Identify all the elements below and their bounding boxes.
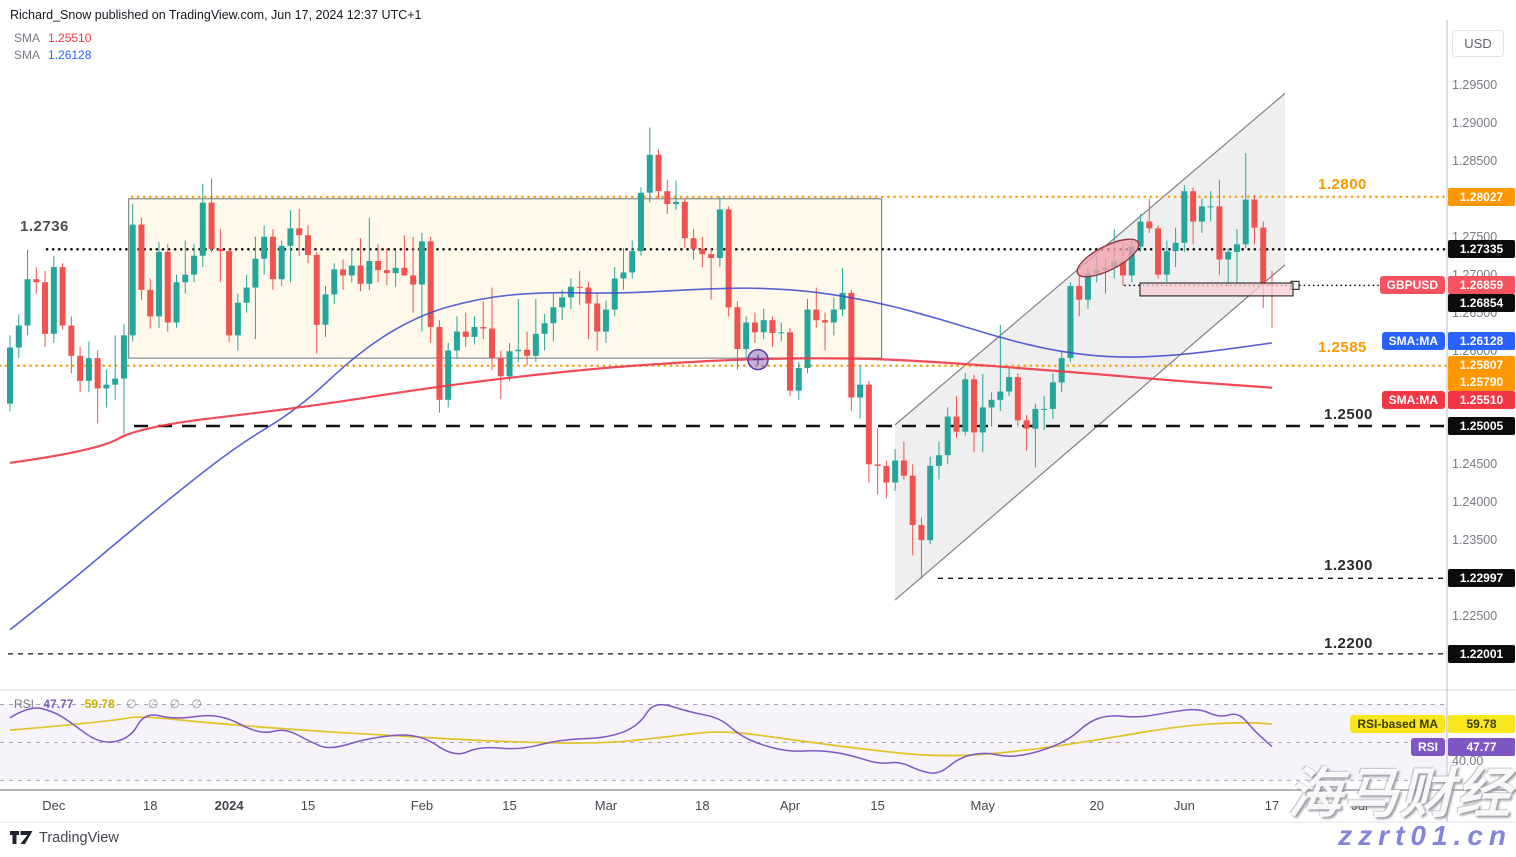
price-axis-label: 1.25807 [1448, 356, 1515, 375]
price-level-annotation: 1.2736 [20, 218, 69, 236]
candles-layer [7, 127, 1275, 579]
time-tick: 18 [142, 798, 158, 813]
rsi-curves-layer [9, 703, 1273, 774]
rsi-legend[interactable]: RSI 47.77 59.78 ∅ ∅ ∅ ∅ [14, 697, 206, 711]
price-axis-label: 1.25005 [1448, 417, 1515, 435]
price-axis-label: 1.22001 [1448, 644, 1515, 663]
time-tick: 18 [695, 798, 710, 813]
time-tick: Mar [594, 798, 618, 813]
time-tick: 15 [300, 798, 316, 813]
axis-frame-layer [0, 20, 1516, 823]
publish-attribution: Richard_Snow published on TradingView.co… [10, 8, 422, 22]
price-level-annotation: 1.2585 [1318, 338, 1367, 356]
tradingview-logo-icon [10, 831, 33, 844]
price-level-annotation: 1.2800 [1318, 175, 1367, 193]
sma-slow-value: 1.26128 [48, 48, 92, 62]
indicator-tag: SMA:MA [1381, 331, 1445, 350]
price-tick: 1.23500 [1452, 533, 1498, 548]
price-tick: 1.29500 [1452, 78, 1498, 92]
indicator-legend: SMA 1.25510 SMA 1.26128 [14, 30, 91, 64]
time-tick: May [970, 798, 996, 813]
rising-channel-layer [894, 92, 1286, 601]
rsi-tick: 40.00 [1452, 754, 1484, 769]
price-axis-label: 1.22997 [1448, 569, 1515, 588]
price-level-annotation: 1.2200 [1324, 634, 1373, 652]
price-axis-label: 1.28027 [1448, 187, 1515, 206]
price-tick: 1.27500 [1452, 229, 1498, 244]
price-axis-label: 1.26859 [1448, 276, 1515, 295]
price-axis-label: 1.26854 [1448, 293, 1515, 312]
consolidation-box-layer [128, 198, 883, 359]
indicator-tag: SMA:MA [1381, 390, 1445, 409]
tradingview-footer-link[interactable]: TradingView [10, 830, 119, 846]
rsi-pane-layer [0, 703, 1447, 781]
drawings-layer [747, 238, 1294, 371]
sma-fast-label: SMA [14, 31, 41, 45]
rsi-axis-label: 47.77 [1448, 737, 1515, 756]
price-level-annotation: 1.2300 [1324, 557, 1373, 575]
time-tick: Jun [1173, 798, 1195, 813]
rsi-indicator-tag: RSI [1410, 737, 1445, 756]
time-tick: 15 [870, 798, 885, 813]
price-axis-label: 1.26128 [1448, 331, 1515, 350]
price-tick: 1.24000 [1452, 495, 1498, 510]
time-tick: 15 [502, 798, 517, 813]
rsi-label: RSI [14, 697, 35, 711]
rsi-axis-label: 59.78 [1448, 714, 1515, 733]
time-tick: 2024 [214, 798, 244, 813]
rsi-value: 47.77 [43, 697, 74, 711]
moving-averages-layer [9, 287, 1273, 631]
price-axis-label: 1.25510 [1448, 390, 1515, 409]
sma-fast-value: 1.25510 [48, 31, 92, 45]
rsi-indicator-tag: RSI-based MA [1350, 714, 1445, 733]
time-tick: Jul [1351, 798, 1368, 813]
symbol-tag: GBPUSD [1379, 276, 1445, 295]
currency-unit-button[interactable]: USD [1452, 30, 1504, 57]
time-tick: 20 [1089, 798, 1104, 813]
price-axis-label: 1.27335 [1448, 240, 1515, 259]
time-tick: Dec [42, 798, 66, 813]
price-axis-label: 1.25790 [1448, 373, 1515, 392]
sma-fast-legend-row[interactable]: SMA 1.25510 [14, 30, 91, 47]
tradingview-brand-text: TradingView [39, 830, 119, 846]
rsi-hidden-params: ∅ ∅ ∅ ∅ [126, 697, 206, 711]
price-tick: 1.28500 [1452, 153, 1498, 168]
time-tick: Apr [779, 798, 801, 813]
time-tick: Feb [410, 798, 434, 813]
time-tick: 17 [1264, 798, 1280, 813]
price-tick: 1.29000 [1452, 115, 1498, 130]
sma-slow-legend-row[interactable]: SMA 1.26128 [14, 47, 91, 64]
price-level-annotation: 1.2500 [1324, 406, 1373, 423]
price-tick: 1.24500 [1452, 457, 1498, 472]
sma-slow-label: SMA [14, 48, 41, 62]
rsi-ma-value: 59.78 [84, 697, 115, 711]
price-tick: 1.22500 [1452, 609, 1498, 624]
